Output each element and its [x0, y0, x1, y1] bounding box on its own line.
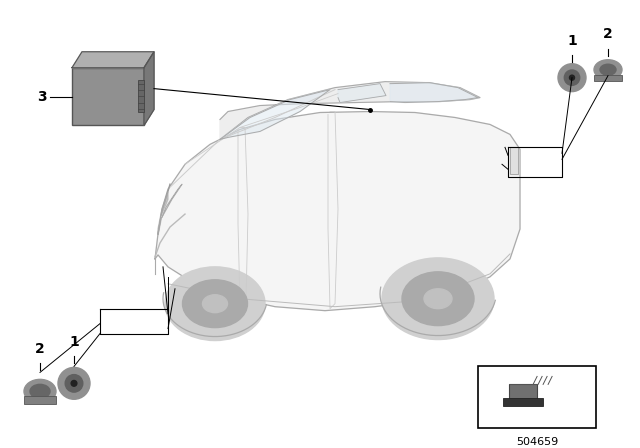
Circle shape [564, 70, 580, 85]
Circle shape [558, 64, 586, 91]
Polygon shape [158, 192, 168, 235]
Circle shape [65, 375, 83, 392]
Bar [509, 384, 537, 401]
Ellipse shape [30, 384, 50, 398]
Polygon shape [390, 82, 478, 103]
Text: 504659: 504659 [516, 437, 558, 447]
Text: 2: 2 [35, 342, 45, 357]
Circle shape [58, 367, 90, 399]
Circle shape [71, 380, 77, 386]
Polygon shape [220, 82, 480, 139]
Text: 1: 1 [567, 34, 577, 48]
Ellipse shape [165, 267, 265, 340]
Ellipse shape [182, 280, 248, 327]
Ellipse shape [382, 258, 494, 340]
Polygon shape [162, 184, 182, 217]
Bar [24, 396, 56, 404]
Polygon shape [144, 52, 154, 125]
Ellipse shape [202, 295, 227, 313]
Ellipse shape [600, 64, 616, 75]
Bar [138, 80, 144, 112]
Ellipse shape [24, 379, 56, 403]
Bar [594, 75, 622, 81]
Bar [72, 68, 144, 125]
Ellipse shape [402, 272, 474, 326]
Circle shape [570, 75, 575, 80]
Polygon shape [155, 112, 520, 310]
Text: 3: 3 [37, 90, 47, 103]
Bar [478, 366, 596, 428]
Polygon shape [220, 90, 330, 139]
Ellipse shape [424, 289, 452, 309]
Bar [503, 398, 543, 406]
Ellipse shape [594, 60, 622, 80]
Text: 1: 1 [69, 335, 79, 349]
Polygon shape [338, 84, 386, 103]
Text: 2: 2 [603, 27, 613, 41]
Polygon shape [510, 147, 518, 174]
Polygon shape [72, 52, 154, 68]
